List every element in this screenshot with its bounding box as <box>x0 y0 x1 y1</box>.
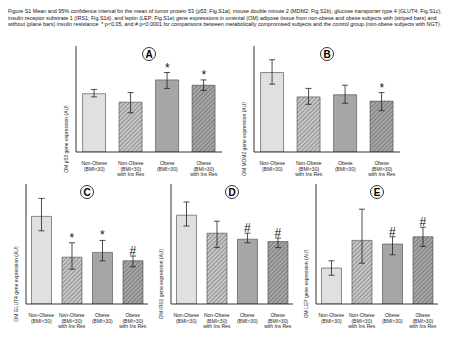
svg-text:Obese(BMI>30): Obese(BMI>30) <box>335 160 356 172</box>
svg-text:Obese(BMI>30)with Ins Res: Obese(BMI>30)with Ins Res <box>119 312 147 328</box>
html-text:Figure S1 Mean and 95% confide: Figure S1 Mean and 95% confidence interv… <box>8 8 442 28</box>
svg-text:OM MDM2 gene expression (AU): OM MDM2 gene expression (AU) <box>241 102 247 176</box>
svg-text:Obese(BMI>30)with Ins Res: Obese(BMI>30)with Ins Res <box>409 312 437 328</box>
svg-text:Obese(BMI>30)with Ins Res: Obese(BMI>30)with Ins Res <box>368 160 396 176</box>
svg-text:*: * <box>201 68 206 82</box>
svg-text:Non-Obese(BMI<30): Non-Obese(BMI<30) <box>28 312 54 324</box>
svg-text:#: # <box>244 221 251 235</box>
svg-text:Obese(BMI>30): Obese(BMI>30) <box>92 312 113 324</box>
svg-text:Non-Obese(BMI<30)with Ins Res: Non-Obese(BMI<30)with Ins Res <box>58 312 86 328</box>
html-text:A: A <box>145 49 153 60</box>
svg-text:OM IRS1 gene expression (AU): OM IRS1 gene expression (AU) <box>158 249 164 320</box>
svg-text:Non-Obese(BMI<30)with Ins Res: Non-Obese(BMI<30)with Ins Res <box>203 312 231 328</box>
html-text:B: B <box>323 49 331 60</box>
svg-text:Obese(BMI>30): Obese(BMI>30) <box>237 312 258 324</box>
svg-text:#: # <box>389 225 396 239</box>
svg-text:Obese(BMI>30): Obese(BMI>30) <box>157 160 178 172</box>
svg-text:Non-Obese(BMI<30): Non-Obese(BMI<30) <box>81 160 107 172</box>
svg-text:Non-Obese(BMI<30)with Ins Res: Non-Obese(BMI<30)with Ins Res <box>348 312 376 328</box>
svg-text:Non-Obese(BMI<30)with Ins Res: Non-Obese(BMI<30)with Ins Res <box>295 160 323 176</box>
svg-text:Non-Obese(BMI<30)with Ins Res: Non-Obese(BMI<30)with Ins Res <box>117 160 145 176</box>
svg-text:#: # <box>419 215 426 229</box>
svg-text:Non-Obese(BMI<30): Non-Obese(BMI<30) <box>318 312 344 324</box>
html-text:C: C <box>83 187 91 198</box>
svg-text:OM LEP gene expression (AU): OM LEP gene expression (AU) <box>303 249 309 318</box>
svg-text:OM GLUT4 gene expression (AU): OM GLUT4 gene expression (AU) <box>13 246 19 322</box>
svg-text:#: # <box>129 244 136 258</box>
svg-text:Obese(BMI>30)with Ins Res: Obese(BMI>30)with Ins Res <box>264 312 292 328</box>
svg-text:#: # <box>274 226 281 240</box>
svg-text:Obese(BMI>30): Obese(BMI>30) <box>382 312 403 324</box>
svg-text:*: * <box>69 231 74 245</box>
html-text:D: D <box>228 187 236 198</box>
svg-text:Non-Obese(BMI<30): Non-Obese(BMI<30) <box>259 160 285 172</box>
svg-text:OM p53 gene expression (AU): OM p53 gene expression (AU) <box>63 105 69 173</box>
svg-text:Obese(BMI>30)with Ins Res: Obese(BMI>30)with Ins Res <box>190 160 218 176</box>
svg-text:*: * <box>165 61 170 75</box>
svg-text:*: * <box>379 81 384 95</box>
html-text:E: E <box>373 187 381 198</box>
svg-text:Non-Obese(BMI<30): Non-Obese(BMI<30) <box>173 312 199 324</box>
svg-text:*: * <box>100 228 105 242</box>
